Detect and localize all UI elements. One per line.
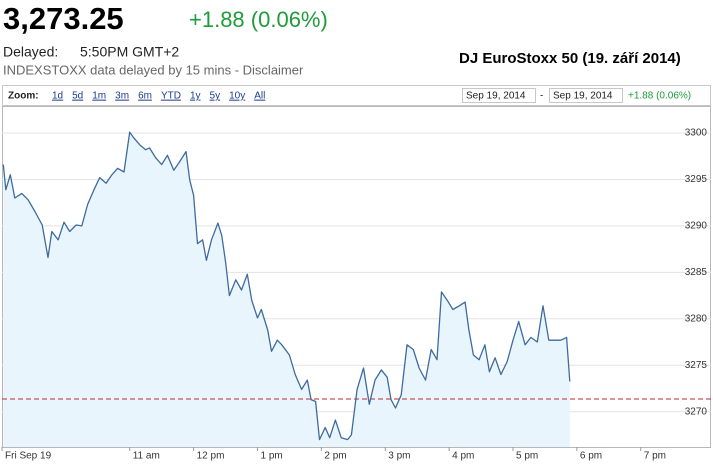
y-tick-label: 3290 [685, 221, 708, 232]
range-end-box[interactable] [549, 88, 623, 103]
zoom-label: Zoom: [8, 91, 39, 102]
zoom-option[interactable]: 3m [115, 91, 129, 102]
zoom-option[interactable]: All [254, 91, 265, 102]
range-start[interactable]: Sep 19, 2014 [466, 91, 526, 102]
delayed-label: Delayed: [3, 44, 58, 60]
x-tick-label: 1 pm [260, 451, 282, 462]
x-tick-label: 5 pm [516, 451, 538, 462]
zoom-option[interactable]: 1y [190, 91, 201, 102]
zoom-option[interactable]: 10y [229, 91, 245, 102]
price: 3,273.25 [3, 1, 124, 36]
range-change: +1.88 (0.06%) [628, 91, 691, 102]
zoom-option[interactable]: 5d [72, 91, 83, 102]
zoom-option[interactable]: 6m [138, 91, 152, 102]
price-line [2, 131, 571, 441]
x-tick-label: 12 pm [197, 451, 225, 462]
caption: DJ EuroStoxx 50 (19. září 2014) [459, 50, 681, 67]
source-note: INDEXSTOXX data delayed by 15 mins - Dis… [3, 62, 304, 77]
zoom-option[interactable]: 1m [92, 91, 106, 102]
range-start-box[interactable] [462, 88, 536, 103]
x-tick-label: 11 am [133, 451, 160, 462]
range-separator: - [540, 91, 543, 102]
y-tick-label: 3300 [685, 128, 708, 139]
x-tick-label: 4 pm [452, 451, 474, 462]
range-end[interactable]: Sep 19, 2014 [553, 91, 613, 102]
y-tick-label: 3295 [685, 174, 708, 185]
y-tick-label: 3280 [685, 313, 708, 324]
x-tick-label: 6 pm [580, 451, 602, 462]
y-tick-label: 3275 [685, 360, 708, 371]
price-change: +1.88 (0.06%) [189, 7, 328, 32]
y-tick-label: 3270 [685, 406, 708, 417]
zoom-option[interactable]: YTD [161, 91, 181, 102]
x-tick-label: 3 pm [388, 451, 410, 462]
x-tick-label: 2 pm [324, 451, 346, 462]
chart: 3270 3275 3280 3285 3290 3295 3300 Fri Sep 19 11… [1, 128, 711, 462]
zoom-options: 1d 5d 1m 3m 6m YTD 1y 5y 10y All [52, 91, 265, 102]
quote-time: 5:50PM GMT+2 [80, 44, 179, 60]
y-tick-label: 3285 [685, 267, 708, 278]
x-tick-label: 7 pm [644, 451, 666, 462]
zoom-option[interactable]: 1d [52, 91, 63, 102]
zoom-option[interactable]: 5y [210, 91, 221, 102]
x-tick-label: Fri Sep 19 [5, 451, 52, 462]
